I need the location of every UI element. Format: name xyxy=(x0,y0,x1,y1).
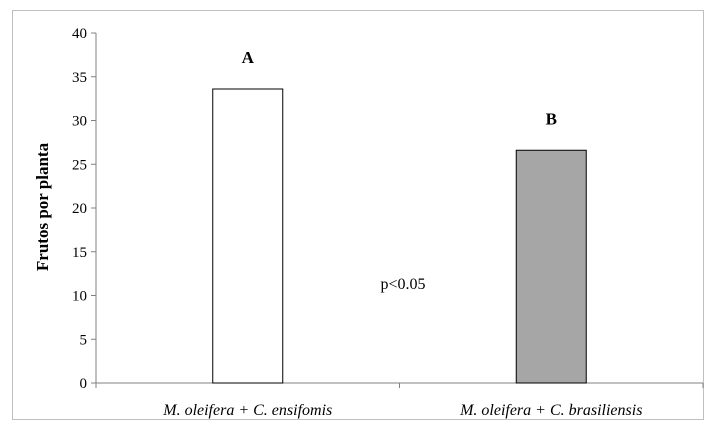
y-tick-label: 40 xyxy=(72,26,87,42)
bar xyxy=(515,149,587,384)
x-category-label: M. oleifera + C. brasiliensis xyxy=(459,402,642,419)
x-category-label: M. oleifera + C. ensifomis xyxy=(162,402,332,419)
bar-labels: AB xyxy=(242,48,557,128)
y-tick-label: 5 xyxy=(80,332,88,348)
y-axis-title: Frutos por planta xyxy=(33,142,52,271)
bar xyxy=(212,88,284,384)
significance-annotation: p<0.05 xyxy=(380,276,425,293)
y-tick-label: 35 xyxy=(72,70,87,86)
bars xyxy=(212,88,587,384)
y-tick-label: 0 xyxy=(80,376,88,392)
y-tick-label: 20 xyxy=(72,201,87,217)
x-axis: M. oleifera + C. ensifomis M. oleifera + … xyxy=(95,382,704,419)
y-axis: 0 5 10 15 20 25 30 35 40 xyxy=(72,26,97,392)
chart-frame xyxy=(12,10,704,420)
y-tick-label: 25 xyxy=(72,157,87,173)
y-tick-label: 15 xyxy=(72,245,87,261)
y-tick-label: 10 xyxy=(72,289,87,305)
significance-letter: A xyxy=(242,48,255,67)
significance-letter: B xyxy=(546,109,557,128)
y-tick-label: 30 xyxy=(72,114,87,130)
